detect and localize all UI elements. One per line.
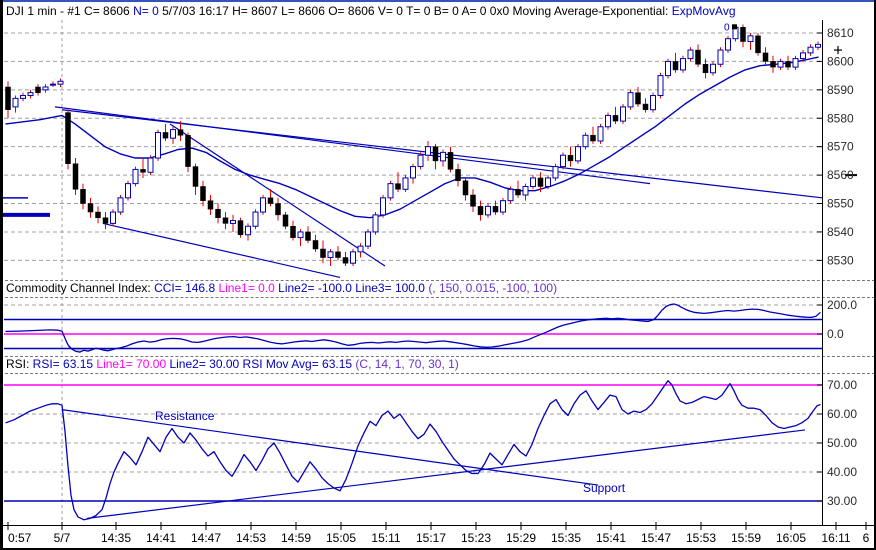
svg-text:8530: 8530 (827, 253, 854, 267)
svg-text:30.00: 30.00 (827, 494, 857, 508)
x-tick-label: 16:05 (776, 531, 806, 545)
text-segment: ExpMovAvg (671, 4, 736, 18)
svg-text:0.0: 0.0 (827, 327, 844, 341)
text-segment: (, 150, 0.015, -100, 100) (428, 281, 558, 295)
x-tick-label: 15:35 (551, 531, 581, 545)
text-segment: RSI= 63.15 (32, 357, 97, 371)
cci-indicator-label[interactable]: Commodity Channel Index: CCI= 146.8 Line… (0, 280, 876, 298)
svg-text:50.00: 50.00 (827, 436, 857, 450)
text-segment: Line1= 70.00 (96, 357, 170, 371)
trendline (169, 123, 386, 267)
candles (5, 24, 821, 267)
svg-text:8580: 8580 (827, 111, 854, 125)
x-tick-label: 15:53 (686, 531, 716, 545)
x-tick-label: 15:11 (371, 531, 400, 545)
svg-text:8540: 8540 (827, 225, 854, 239)
text-segment: Line1= 0.0 (218, 281, 279, 295)
text-segment: N= 0 (133, 4, 159, 18)
x-tick-label: 0:57 (8, 531, 32, 545)
text-segment: (C, 14, 1, 70, 30, 1) (355, 357, 459, 371)
x-tick-label: 14:41 (146, 531, 176, 545)
svg-text:70.00: 70.00 (827, 378, 857, 392)
svg-text:8610: 8610 (827, 26, 854, 40)
svg-text:8590: 8590 (827, 83, 854, 97)
resistance-line (61, 409, 599, 486)
text-segment: CCI= 146.8 (154, 281, 219, 295)
svg-text:8600: 8600 (827, 54, 854, 68)
rsi-chart-panel[interactable]: 70.00 60.00 50.00 40.00 30.00 Resistance Suppo… (0, 373, 876, 525)
window-right-edge (874, 0, 876, 550)
text-segment: Commodity Channel Index: (6, 281, 155, 295)
text-segment: RSI: (6, 357, 33, 371)
svg-text:60.00: 60.00 (827, 407, 857, 421)
time-axis-labels: 0:57 5/7 14:35 14:41 14:47 14:53 14:59 15:05 15:… (7, 522, 870, 545)
svg-text:200.0: 200.0 (827, 298, 857, 312)
candlestick-chart[interactable]: 0 8610 8600 8590 8580 8570 8560 8550 8540 8530 (0, 20, 876, 280)
svg-text:40.00: 40.00 (827, 465, 857, 479)
cci-chart-panel[interactable]: 200.0 0.0 (0, 297, 876, 356)
x-tick-label: 15:29 (506, 531, 536, 545)
x-tick-label: 15:41 (596, 531, 626, 545)
svg-text:8560: 8560 (827, 168, 854, 182)
size-marker: 0 (724, 22, 730, 33)
text-segment: RSI Mov Avg= 63.15 (242, 357, 356, 371)
time-axis: 0:57 5/7 14:35 14:41 14:47 14:53 14:59 15:05 15:… (0, 522, 876, 550)
x-tick-label: 14:59 (281, 531, 311, 545)
quote-header: DJI 1 min - #1 C= 8606 N= 0 5/7/03 16:17… (6, 4, 866, 19)
x-tick-label: 15:17 (416, 531, 446, 545)
svg-text:8550: 8550 (827, 197, 854, 211)
x-tick-label: 15:05 (326, 531, 356, 545)
annotation-resistance: Resistance (155, 409, 215, 423)
window-bottom-edge (0, 548, 876, 550)
support-line (86, 429, 806, 519)
price-axis-line (822, 20, 823, 525)
x-tick-label: 15:23 (461, 531, 491, 545)
price-chart-panel[interactable]: 0 8610 8600 8590 8580 8570 8560 8550 8540 8530 (0, 20, 876, 280)
text-segment: Line3= 100.0 (355, 281, 429, 295)
x-tick-label: 14:35 (101, 531, 131, 545)
text-segment: 5/7/03 16:17 H= 8607 L= 8606 O= 8606 V= … (158, 4, 672, 18)
x-tick-label: 15:59 (731, 531, 761, 545)
text-segment: Line2= -100.0 (278, 281, 356, 295)
rsi-chart[interactable]: 70.00 60.00 50.00 40.00 30.00 Resistance Suppo… (0, 373, 876, 525)
rsi-indicator-label[interactable]: RSI: RSI= 63.15 Line1= 70.00 Line2= 30.0… (0, 356, 876, 374)
window-left-edge (0, 0, 3, 550)
x-tick-label: 14:53 (236, 531, 266, 545)
x-tick-label: 5/7 (54, 531, 71, 545)
text-segment: DJI 1 min - #1 C= 8606 (6, 4, 134, 18)
annotation-support: Support (583, 481, 626, 495)
x-tick-label: 16:11 (821, 531, 850, 545)
x-tick-label: 14:47 (191, 531, 221, 545)
x-tick-label: 6 (863, 531, 870, 545)
text-segment: Line2= 30.00 (169, 357, 243, 371)
x-tick-label: 15:47 (641, 531, 671, 545)
cci-chart[interactable]: 200.0 0.0 (0, 297, 876, 356)
trendline (54, 106, 651, 185)
svg-text:8570: 8570 (827, 140, 854, 154)
window-top-edge (0, 0, 876, 2)
trendline (102, 222, 341, 278)
